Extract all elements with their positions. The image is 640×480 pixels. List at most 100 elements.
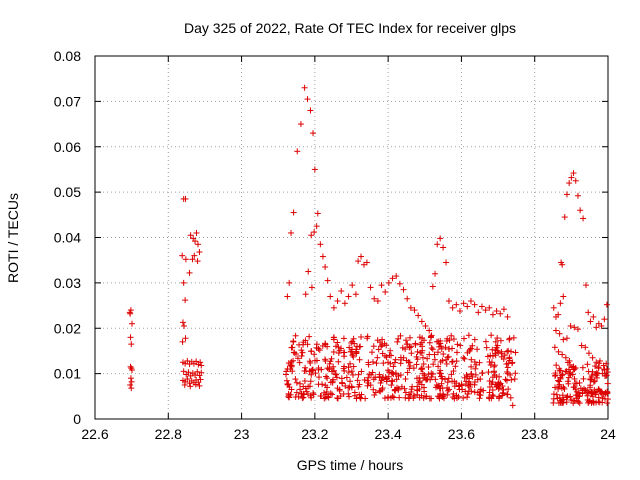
- data-point: [565, 380, 572, 387]
- data-point: [396, 394, 403, 401]
- data-point: [356, 356, 363, 363]
- data-point: [413, 353, 420, 360]
- data-point: [504, 391, 511, 398]
- data-point: [468, 388, 475, 395]
- data-point: [562, 368, 569, 375]
- data-point: [593, 359, 600, 366]
- data-point: [414, 387, 421, 394]
- data-point: [595, 364, 602, 371]
- data-point: [322, 391, 329, 398]
- data-point: [445, 375, 452, 382]
- data-point: [601, 373, 608, 380]
- data-point: [550, 399, 557, 406]
- data-point: [471, 359, 478, 366]
- data-point: [596, 360, 603, 367]
- data-point: [437, 359, 444, 366]
- data-point: [288, 229, 295, 236]
- data-point: [599, 399, 606, 406]
- data-point: [290, 338, 297, 345]
- data-point: [293, 389, 300, 396]
- data-point: [326, 360, 333, 367]
- data-point: [355, 371, 362, 378]
- data-point: [377, 388, 384, 395]
- data-point: [483, 344, 490, 351]
- data-point: [558, 397, 565, 404]
- data-point: [324, 384, 331, 391]
- data-point: [324, 375, 331, 382]
- data-point: [363, 259, 370, 266]
- data-point: [390, 363, 397, 370]
- data-point: [438, 380, 445, 387]
- data-point: [588, 388, 595, 395]
- data-point: [357, 395, 364, 402]
- data-point: [444, 379, 451, 386]
- data-point: [456, 308, 463, 315]
- y-tick-label: 0: [73, 411, 81, 427]
- data-point: [432, 270, 439, 277]
- gridlines: [95, 56, 608, 419]
- data-point: [407, 362, 414, 369]
- data-point: [198, 369, 205, 376]
- data-point: [349, 338, 356, 345]
- data-point: [352, 291, 359, 298]
- data-point: [500, 356, 507, 363]
- data-point: [348, 339, 355, 346]
- data-point: [448, 332, 455, 339]
- data-point: [464, 303, 471, 310]
- data-point: [413, 361, 420, 368]
- data-point: [472, 365, 479, 372]
- data-point: [557, 398, 564, 405]
- x-axis-label: GPS time / hours: [297, 457, 404, 473]
- data-points: [126, 84, 611, 409]
- data-point: [560, 336, 567, 343]
- chart-title: Day 325 of 2022, Rate Of TEC Index for r…: [184, 20, 516, 36]
- data-point: [454, 341, 461, 348]
- data-point: [437, 235, 444, 242]
- data-point: [187, 232, 194, 239]
- data-point: [467, 381, 474, 388]
- data-point: [451, 395, 458, 402]
- data-point: [414, 348, 421, 355]
- data-point: [442, 344, 449, 351]
- data-point: [468, 370, 475, 377]
- data-point: [591, 389, 598, 396]
- data-point: [285, 381, 292, 388]
- data-point: [301, 367, 308, 374]
- data-point: [585, 350, 592, 357]
- data-point: [399, 344, 406, 351]
- data-point: [129, 366, 136, 373]
- data-point: [305, 383, 312, 390]
- data-point: [409, 383, 416, 390]
- data-point: [324, 343, 331, 350]
- data-point: [482, 338, 489, 345]
- data-point: [301, 378, 308, 385]
- data-point: [322, 356, 329, 363]
- data-point: [302, 291, 309, 298]
- data-point: [496, 384, 503, 391]
- data-point: [361, 377, 368, 384]
- data-point: [589, 354, 596, 361]
- x-tick-label: 23.6: [448, 426, 475, 442]
- data-point: [381, 340, 388, 347]
- data-point: [510, 334, 517, 341]
- data-point: [391, 359, 398, 366]
- data-point: [182, 297, 189, 304]
- data-point: [194, 368, 201, 375]
- data-point: [411, 307, 418, 314]
- data-point: [303, 388, 310, 395]
- data-point: [369, 359, 376, 366]
- data-point: [559, 261, 566, 268]
- data-point: [551, 344, 558, 351]
- data-point: [179, 338, 186, 345]
- data-point: [505, 386, 512, 393]
- data-point: [128, 378, 135, 385]
- data-point: [443, 259, 450, 266]
- data-point: [317, 393, 324, 400]
- data-point: [308, 348, 315, 355]
- data-point: [346, 344, 353, 351]
- data-point: [342, 382, 349, 389]
- data-point: [350, 363, 357, 370]
- data-point: [388, 382, 395, 389]
- data-point: [299, 395, 306, 402]
- data-point: [392, 356, 399, 363]
